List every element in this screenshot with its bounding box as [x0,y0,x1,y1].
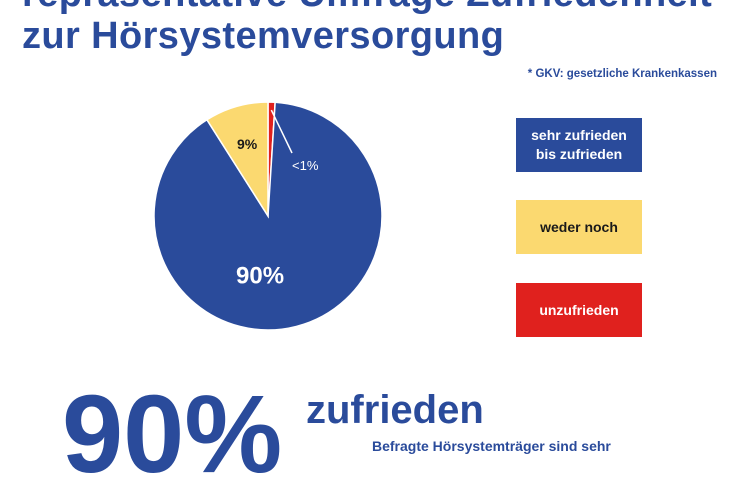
legend-item-satisfied: sehr zufrieden bis zufrieden [516,118,642,172]
legend-label-line: unzufrieden [539,301,619,318]
pie-slice [205,101,269,219]
data-label: 90% [236,262,284,289]
legend-item-dissatisfied: unzufrieden [516,283,642,337]
footnote: * GKV: gesetzliche Krankenkassen [527,68,717,80]
big-percentage: 90% [62,373,283,496]
legend-item-neutral: weder noch [516,200,642,254]
pie-chart: 90% 9% <1% [153,101,383,331]
page-title: zur Hörsystemversorgung [22,15,505,57]
legend-label-line: bis zufrieden [535,146,623,162]
big-label: zufrieden [306,388,484,432]
legend-label-line: sehr zufrieden [531,127,627,143]
data-label: 9% [237,136,258,152]
title-partial-line: repräsentative Umfrage Zufriedenheit [22,0,712,16]
legend-label-line: weder noch [540,218,618,235]
leader-line [270,109,293,154]
summary-subtext: Befragte Hörsystemträger sind sehr [372,438,611,454]
data-label: <1% [292,158,319,173]
